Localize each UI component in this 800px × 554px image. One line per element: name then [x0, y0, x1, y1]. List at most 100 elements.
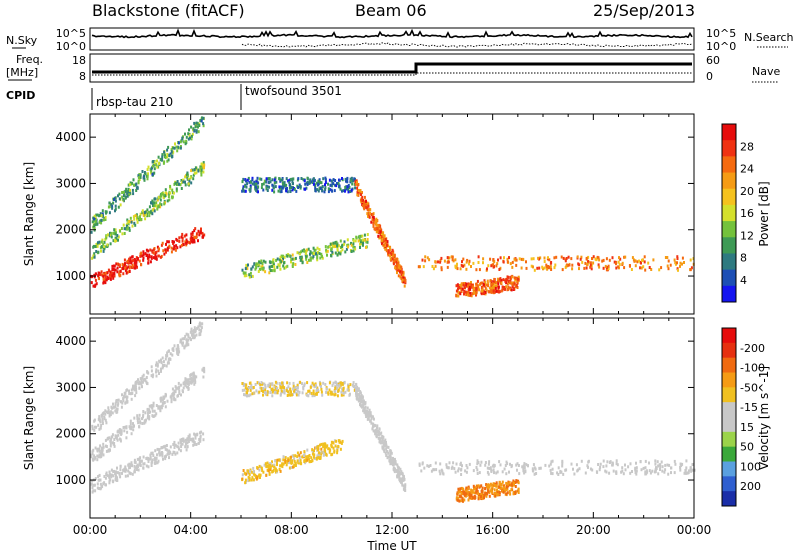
echo-cell — [112, 239, 115, 243]
echo-cell — [365, 199, 367, 203]
echo-cell — [172, 191, 175, 195]
echo-cell — [259, 267, 262, 271]
echo-cell — [399, 265, 402, 269]
echo-cell — [377, 226, 380, 230]
echo-cell — [484, 463, 487, 467]
echo-cell — [275, 469, 278, 473]
echo-cell — [336, 451, 339, 455]
echo-cell — [635, 469, 638, 473]
echo-cell — [193, 442, 196, 446]
echo-cell — [254, 267, 257, 271]
echo-cell — [357, 190, 360, 194]
echo-cell — [155, 250, 158, 254]
echo-cell — [661, 465, 664, 469]
echo-cell — [181, 442, 184, 446]
echo-cell — [179, 146, 182, 150]
echo-cell — [140, 263, 143, 267]
echo-cell — [193, 441, 196, 445]
echo-cell — [136, 265, 138, 269]
echo-cell — [273, 389, 276, 393]
echo-cell — [401, 270, 404, 274]
echo-cell — [679, 261, 682, 265]
noise-right-tick-top: 10^5 — [706, 27, 736, 40]
echo-cell — [277, 263, 280, 267]
echo-cell — [317, 444, 320, 448]
echo-cell — [117, 238, 119, 242]
echo-cell — [102, 277, 105, 281]
echo-cell — [166, 248, 169, 252]
echo-cell — [389, 248, 392, 251]
echo-cell — [185, 379, 188, 383]
echo-cell — [250, 267, 253, 271]
echo-cell — [169, 184, 172, 188]
echo-cell — [525, 463, 528, 467]
echo-cell — [162, 193, 165, 197]
echo-cell — [172, 146, 175, 150]
echo-cell — [163, 395, 166, 399]
echo-cell — [134, 223, 137, 227]
echo-cell — [133, 217, 136, 221]
echo-cell — [178, 386, 180, 390]
echo-cell — [109, 242, 112, 246]
echo-cell — [136, 216, 139, 220]
echo-cell — [105, 449, 108, 453]
noise-right-tick-bottom: 10^0 — [706, 40, 736, 53]
echo-cell — [114, 471, 117, 475]
echo-cell — [292, 177, 295, 181]
echo-cell — [512, 479, 515, 483]
echo-cell — [107, 448, 110, 452]
echo-cell — [434, 461, 437, 465]
echo-cell — [389, 246, 392, 250]
echo-cell — [261, 382, 264, 386]
echo-cell — [109, 448, 111, 452]
echo-cell — [119, 475, 122, 479]
echo-cell — [133, 458, 136, 462]
echo-cell — [376, 424, 379, 428]
echo-cell — [468, 462, 471, 466]
echo-cell — [172, 247, 175, 251]
echo-cell — [584, 261, 587, 265]
echo-cell — [154, 413, 157, 417]
echo-cell — [276, 458, 279, 462]
echo-cell — [465, 486, 468, 490]
echo-cell — [267, 469, 270, 473]
echo-cell — [119, 468, 122, 472]
echo-cell — [471, 292, 474, 296]
echo-cell — [356, 186, 359, 190]
echo-cell — [357, 189, 360, 192]
echo-cell — [262, 188, 265, 192]
echo-cell — [253, 262, 256, 266]
echo-cell — [241, 388, 244, 392]
echo-cell — [587, 255, 590, 259]
echo-cell — [455, 284, 458, 288]
echo-cell — [549, 462, 552, 466]
echo-cell — [181, 136, 184, 140]
echo-cell — [258, 464, 261, 468]
echo-cell — [476, 462, 479, 466]
echo-cell — [470, 488, 473, 492]
echo-cell — [490, 264, 493, 268]
echo-cell — [638, 259, 640, 263]
echo-cell — [467, 284, 469, 288]
echo-cell — [116, 270, 119, 274]
echo-cell — [152, 248, 155, 252]
echo-cell — [609, 460, 612, 464]
echo-cell — [284, 265, 287, 269]
echo-cell — [431, 265, 434, 268]
echo-cell — [621, 469, 624, 473]
echo-cell — [648, 469, 651, 473]
echo-cell — [611, 256, 614, 260]
echo-cell — [124, 465, 127, 469]
echo-cell — [303, 384, 306, 388]
echo-cell — [460, 473, 463, 476]
echo-cell — [316, 256, 319, 260]
echo-cell — [280, 185, 283, 189]
y-tick-label-2: 3000 — [55, 380, 86, 394]
echo-cell — [477, 255, 480, 259]
echo-cell — [283, 266, 286, 270]
echo-cell — [548, 258, 551, 262]
echo-cell — [131, 188, 134, 192]
echo-cell — [151, 458, 154, 462]
echo-cell — [522, 258, 525, 262]
